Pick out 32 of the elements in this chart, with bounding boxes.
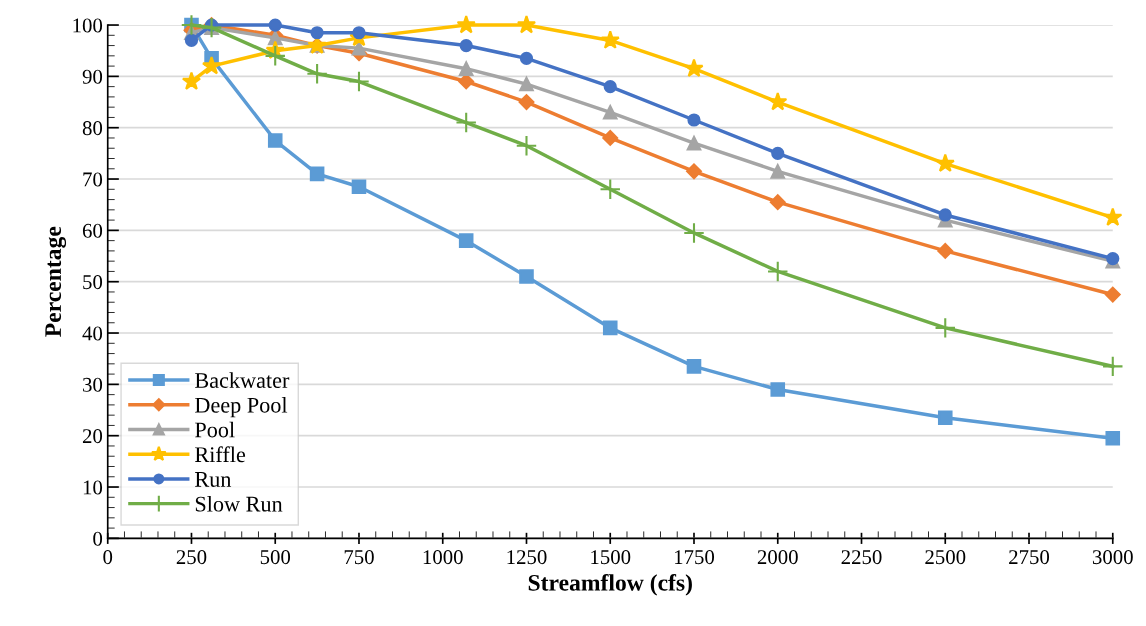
x-tick-label: 1500 xyxy=(591,550,631,565)
x-tick-label: 1750 xyxy=(675,550,715,565)
y-tick-label: 0 xyxy=(93,531,103,546)
x-tick-label: 2000 xyxy=(757,550,798,565)
x-tick-label: 0 xyxy=(103,550,113,565)
x-tick-label: 2750 xyxy=(1009,550,1050,565)
x-tick-label: 2500 xyxy=(925,550,966,565)
x-tick-label: 1250 xyxy=(507,550,547,565)
legend-label: Pool xyxy=(195,421,235,438)
y-tick-label: 90 xyxy=(82,69,103,84)
y-tick-label: 20 xyxy=(82,429,103,444)
x-tick-label: 250 xyxy=(176,550,207,565)
y-tick-label: 60 xyxy=(82,223,103,238)
y-axis-title: Percentage xyxy=(45,226,67,337)
y-tick-label: 50 xyxy=(83,275,103,290)
x-tick-label: 500 xyxy=(260,550,291,565)
legend-label: Backwater xyxy=(195,372,290,388)
legend-label: Slow Run xyxy=(195,495,283,512)
x-tick-label: 3000 xyxy=(1092,550,1133,565)
y-tick-label: 100 xyxy=(73,18,103,33)
legend-label: Riffle xyxy=(195,446,246,463)
y-tick-label: 10 xyxy=(83,480,103,495)
x-tick-label: 2250 xyxy=(841,550,882,565)
y-tick-label: 30 xyxy=(83,377,103,392)
x-tick-label: 750 xyxy=(344,550,374,565)
x-axis-title: Streamflow (cfs) xyxy=(528,573,692,596)
legend-label: Run xyxy=(195,472,232,487)
y-tick-label: 40 xyxy=(82,326,103,341)
y-tick-label: 80 xyxy=(82,121,103,136)
y-tick-label: 70 xyxy=(83,172,103,187)
legend-label: Deep Pool xyxy=(195,397,288,418)
x-tick-label: 1000 xyxy=(423,550,463,565)
